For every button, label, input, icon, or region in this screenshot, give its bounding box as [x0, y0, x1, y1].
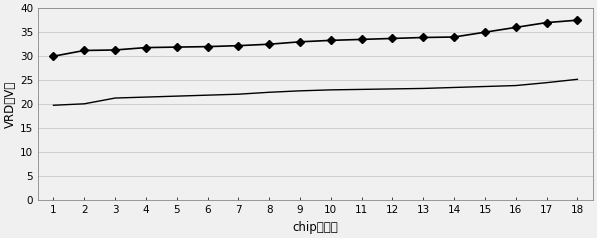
X-axis label: chip（颜）: chip（颜） [293, 221, 338, 234]
Y-axis label: VRD（V）: VRD（V） [4, 81, 17, 128]
